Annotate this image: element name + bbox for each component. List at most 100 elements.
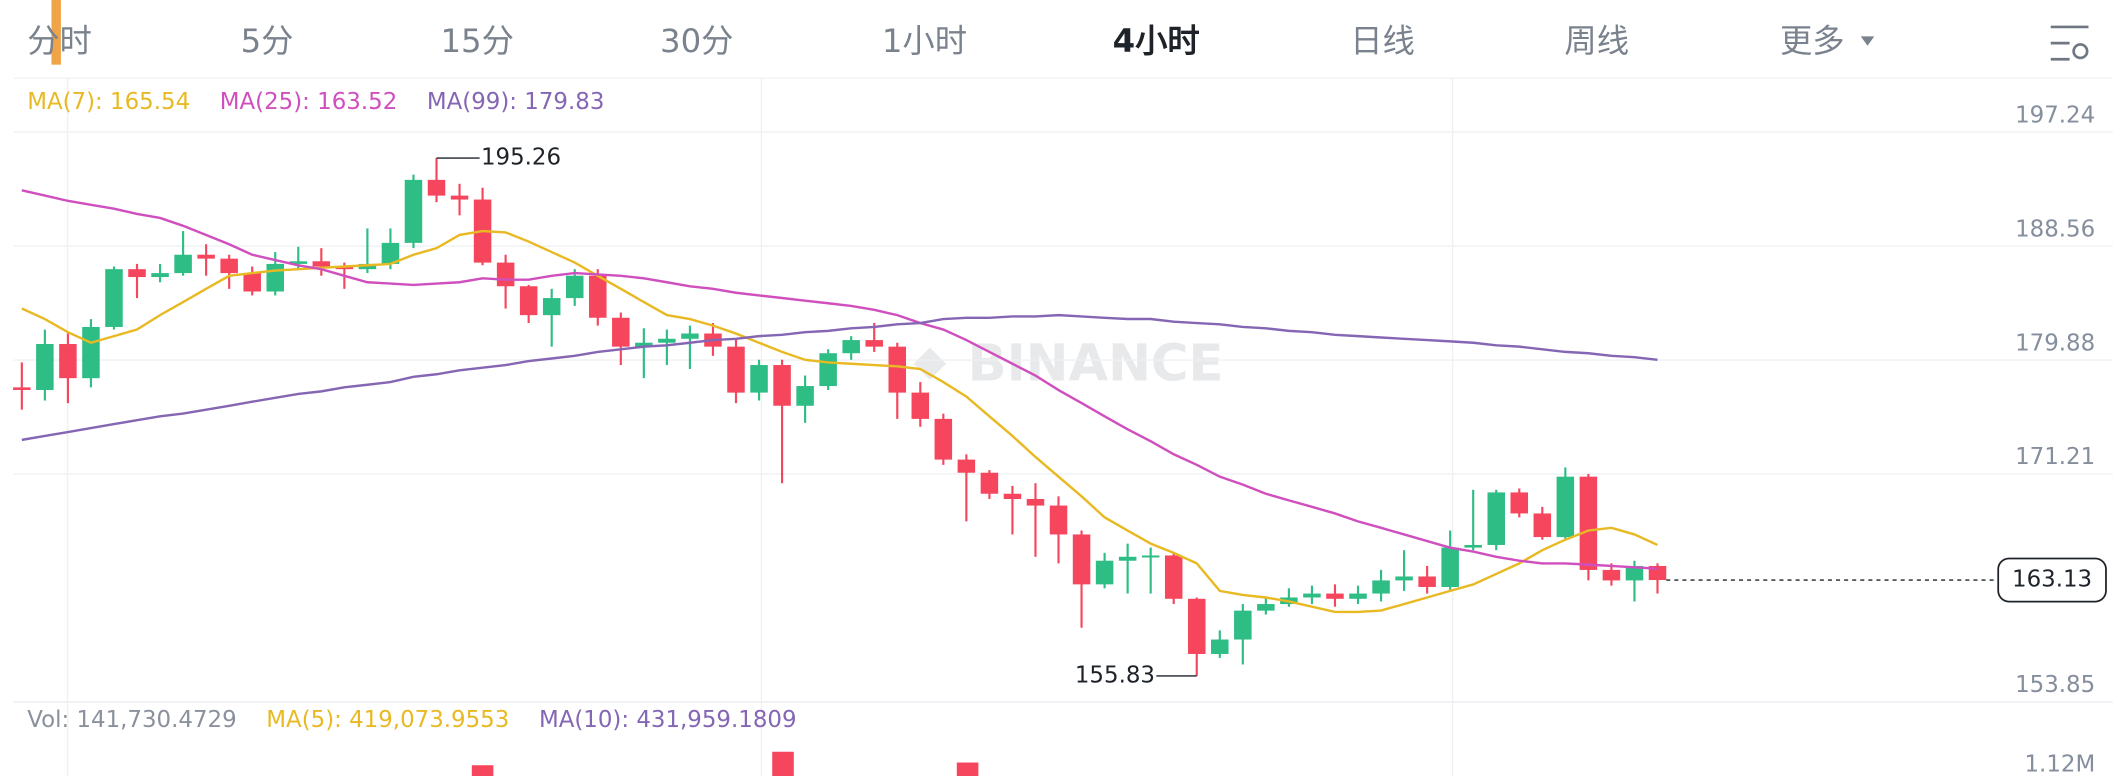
- volume-legend: MA(10): 431,959.1809: [539, 707, 797, 733]
- timeframe-tab[interactable]: 日线: [1350, 22, 1415, 60]
- volume-tick-label: 1.12M: [2024, 752, 2095, 776]
- candle-body: [612, 317, 630, 347]
- y-tick-label: 153.85: [2015, 672, 2095, 698]
- candle-body: [1003, 493, 1022, 499]
- volume-legend: Vol: 141,730.4729: [27, 707, 236, 733]
- candle-body: [1118, 556, 1137, 561]
- volume-bar: [956, 762, 979, 776]
- candle-body: [1141, 555, 1160, 558]
- candle-body: [1349, 593, 1367, 599]
- candle-body: [1602, 569, 1621, 581]
- legend-entry: MA(25): 163.52: [220, 89, 397, 115]
- timeframe-tab[interactable]: 周线: [1564, 22, 1629, 60]
- candle-body: [174, 254, 192, 274]
- candle-body: [335, 266, 354, 270]
- high-label: 195.26: [481, 145, 561, 171]
- candle-body: [934, 418, 953, 460]
- candle-body: [358, 263, 377, 270]
- candle-body: [496, 262, 515, 287]
- candle-body: [1326, 593, 1344, 599]
- candle-body: [980, 472, 999, 494]
- candle-body: [773, 365, 791, 406]
- timeframe-tab[interactable]: 5分: [241, 22, 294, 60]
- candle-body: [888, 346, 907, 393]
- candle-body: [1556, 476, 1575, 538]
- timeframe-tab[interactable]: 更多: [1780, 22, 1845, 60]
- watermark-logo: [913, 347, 947, 380]
- icon-circle: [2072, 43, 2089, 60]
- candle-body: [220, 258, 238, 274]
- candle-body: [796, 386, 814, 406]
- timeframe-tab[interactable]: 15分: [440, 22, 513, 60]
- candle-body: [1487, 492, 1505, 545]
- y-tick-label: 171.21: [2015, 444, 2095, 470]
- candle-body: [542, 298, 561, 316]
- settings-icon[interactable]: [2050, 25, 2089, 61]
- candle-body: [1211, 639, 1229, 654]
- volume-bar: [772, 751, 794, 776]
- candle-body: [1418, 576, 1436, 587]
- candle-body: [727, 346, 745, 393]
- candle-body: [957, 459, 976, 473]
- candle-body: [819, 353, 837, 387]
- candle-body: [589, 275, 607, 318]
- volume-bar: [471, 765, 494, 776]
- candle-body: [1164, 555, 1183, 599]
- candle-body: [1026, 498, 1045, 506]
- legend-entry: MA(7): 165.54: [27, 89, 190, 115]
- candle-body: [427, 179, 446, 196]
- candle-body: [128, 269, 146, 278]
- candle-body: [1303, 593, 1321, 598]
- timeframe-tab[interactable]: 4小时: [1113, 22, 1200, 60]
- last-price-label: 163.13: [2012, 567, 2092, 593]
- candle-body: [36, 344, 54, 390]
- candle-body: [13, 387, 31, 390]
- y-tick-label: 197.24: [2015, 102, 2095, 128]
- candle-body: [658, 338, 676, 343]
- volume-legend: MA(5): 419,073.9553: [266, 707, 509, 733]
- candle-body: [1372, 580, 1390, 594]
- last-price-box: [1997, 557, 2107, 603]
- candle-body: [635, 342, 653, 347]
- candle-body: [565, 275, 584, 299]
- candle-body: [289, 261, 308, 264]
- timeframe-tab[interactable]: 分时: [27, 22, 92, 60]
- candle-body: [266, 263, 285, 292]
- candle-body: [243, 273, 261, 292]
- candle-body: [750, 365, 768, 393]
- candle-body: [1095, 560, 1114, 585]
- candle-body: [519, 286, 538, 316]
- candle-body: [312, 261, 331, 267]
- candle-body: [1579, 476, 1598, 570]
- legend-entry: MA(99): 179.83: [427, 89, 604, 115]
- candle-body: [1510, 492, 1529, 514]
- candle-body: [1533, 513, 1552, 538]
- candle-body: [911, 392, 930, 419]
- candle-body: [105, 269, 123, 327]
- candle-body: [381, 242, 400, 264]
- candle-body: [865, 340, 883, 347]
- candle-body: [1441, 547, 1459, 587]
- candle-body: [1234, 610, 1252, 640]
- watermark-text: BINANCE: [968, 333, 1224, 393]
- cursor-marker: [51, 0, 61, 65]
- ma-line: [21, 229, 1658, 614]
- candle-body: [197, 254, 215, 259]
- dropdown-arrow: [1860, 36, 1875, 46]
- candle-body: [151, 273, 169, 278]
- timeframe-tab[interactable]: 30分: [660, 22, 733, 60]
- ma-line: [21, 189, 1658, 570]
- candle-body: [1257, 604, 1275, 611]
- candle-body: [82, 326, 100, 379]
- candle-body: [59, 344, 77, 379]
- candle-body: [1187, 598, 1206, 654]
- candle-body: [1625, 565, 1644, 581]
- ma-line: [21, 313, 1658, 442]
- timeframe-tab[interactable]: 1小时: [882, 22, 967, 60]
- candle-body: [842, 340, 860, 354]
- candle-body: [1072, 534, 1091, 585]
- candle-body: [1464, 544, 1482, 548]
- candle-body: [404, 179, 423, 243]
- candle-body: [681, 333, 699, 339]
